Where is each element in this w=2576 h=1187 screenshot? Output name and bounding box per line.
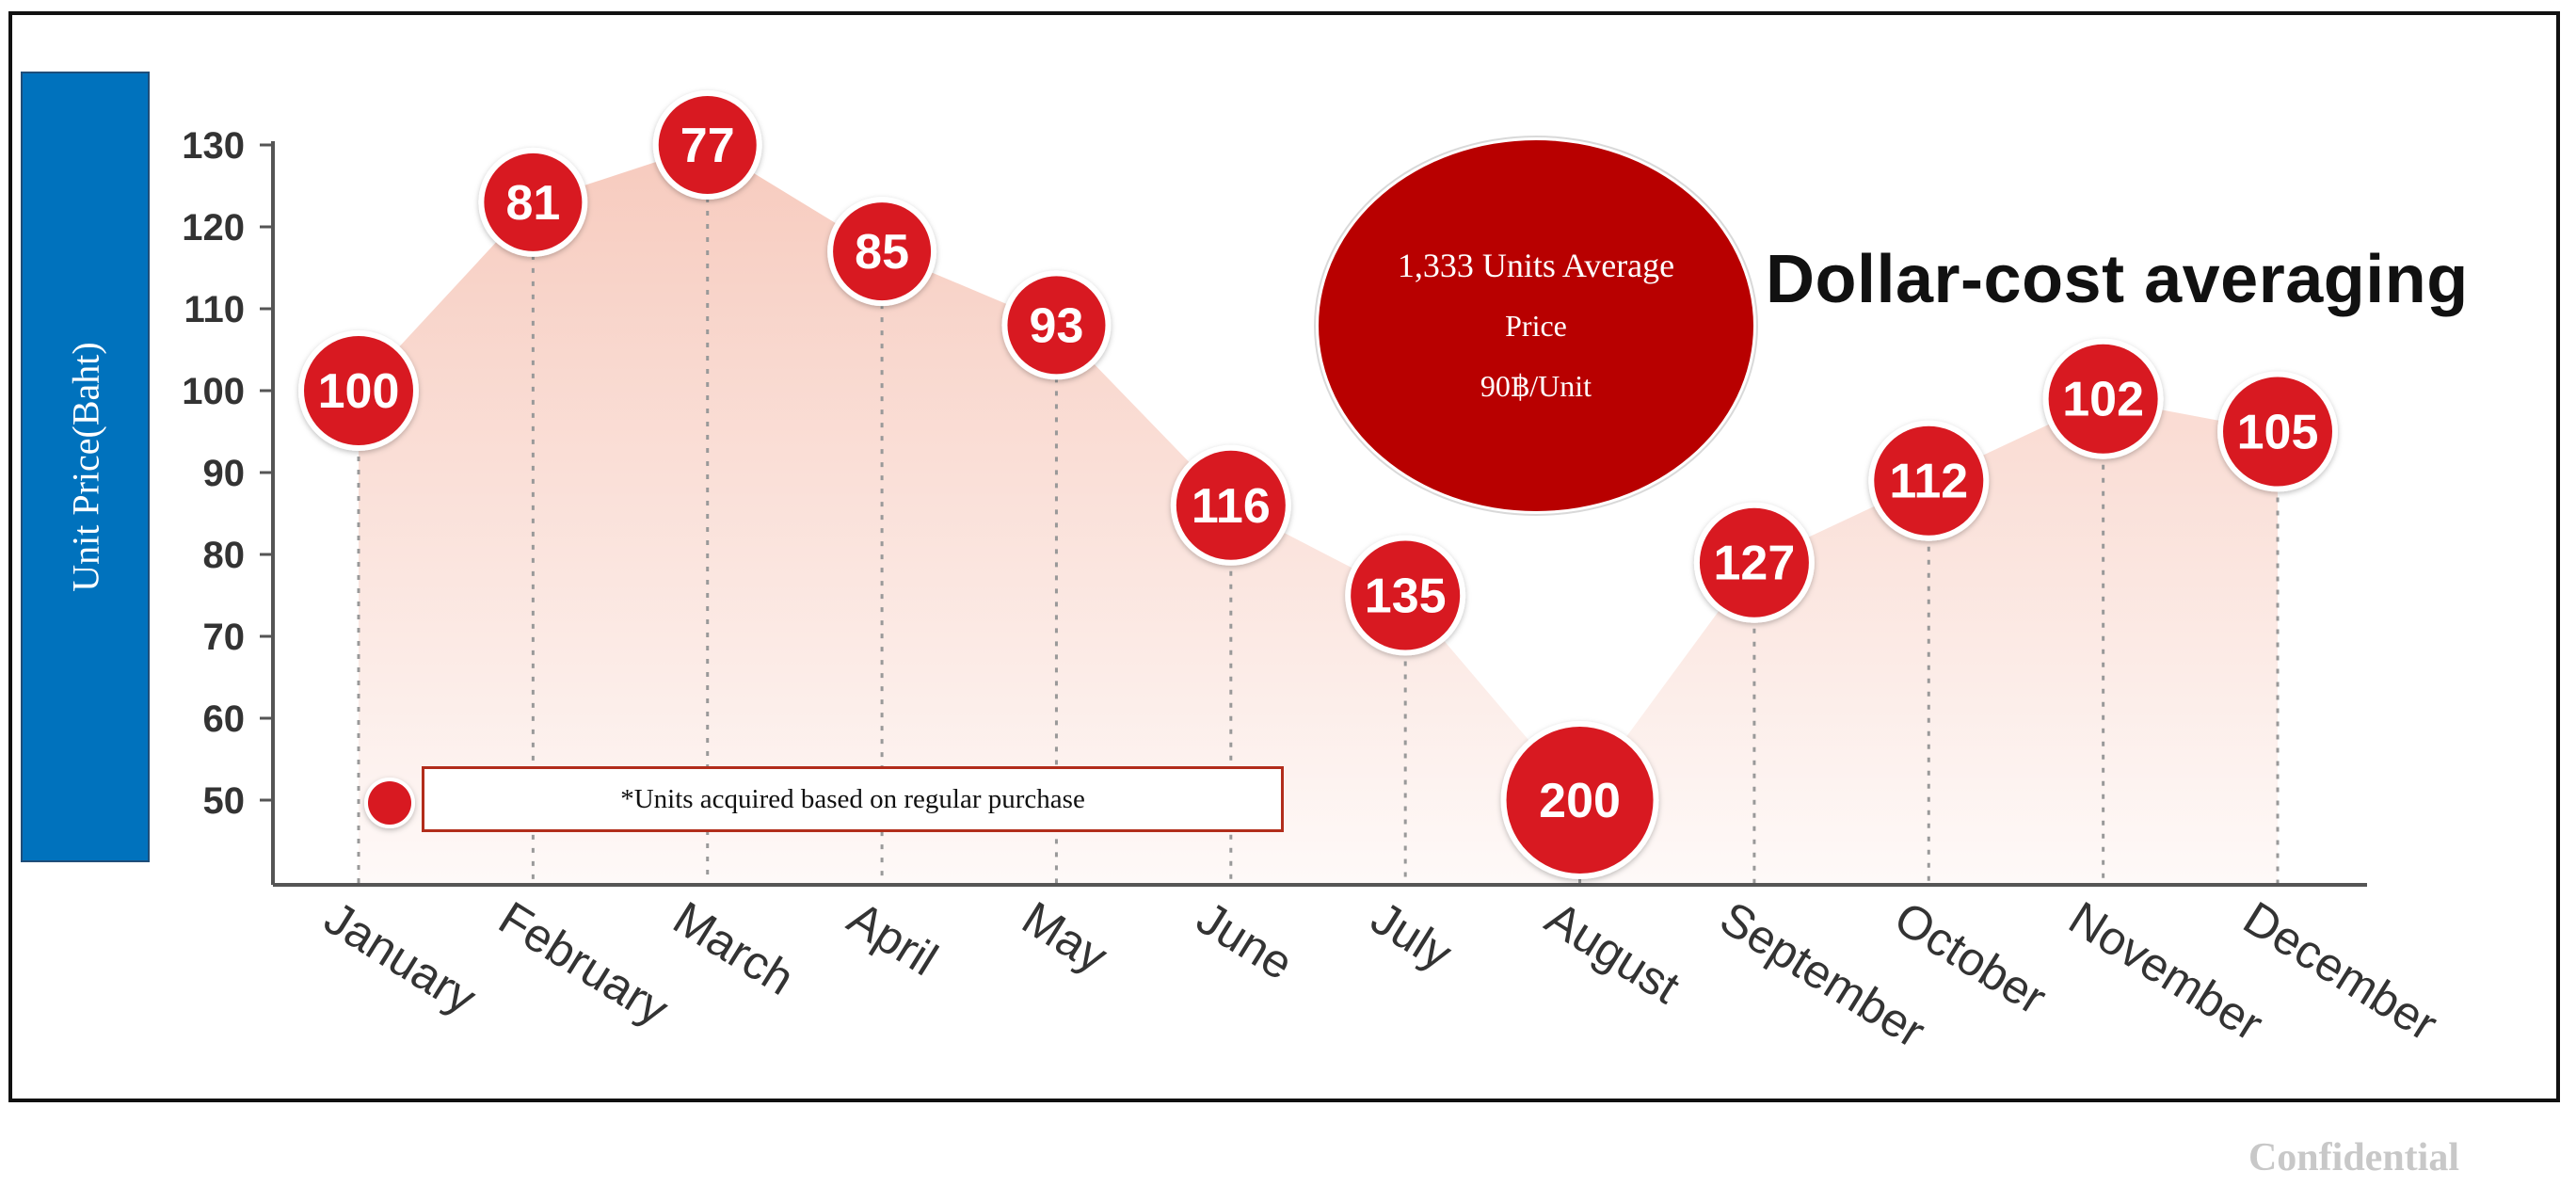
data-point-label: 116 [1192,479,1271,534]
data-point-label: 200 [1539,774,1621,828]
data-point-marker [658,96,757,194]
average-line-3: 90฿/Unit [1480,369,1592,403]
data-point-label: 112 [1889,455,1968,509]
data-point-april: 85 [827,197,937,307]
legend-marker-dot [368,781,411,825]
price-area [359,145,2278,885]
data-point-marker [1699,507,1809,618]
y-axis-label: Unit Price(Baht) [64,342,106,592]
data-point-label: 81 [505,176,560,231]
confidential-footer: Confidential [2248,1136,2459,1179]
y-tick-label-130: 130 [182,125,245,167]
y-tick-label-110: 110 [184,289,245,330]
x-tick-label-november: November [2060,891,2272,1051]
data-point-september: 127 [1693,502,1815,623]
data-point-label: 135 [1365,569,1447,624]
data-point-label: 93 [1030,298,1084,353]
y-tick-label-90: 90 [203,453,246,494]
legend-note: *Units acquired based on regular purchas… [422,766,1284,832]
data-point-label: 77 [680,119,735,173]
data-point-june: 116 [1170,444,1291,566]
data-point-marker [1874,425,1984,536]
data-point-november: 102 [2042,338,2164,459]
y-tick-label-100: 100 [182,371,245,412]
data-point-marker [304,336,413,445]
data-point-february: 81 [478,147,588,257]
x-tick-label-january: January [315,891,486,1025]
y-axis-label-box: Unit Price(Baht) [21,72,150,862]
data-point-marker [484,152,583,251]
data-point-marker [2223,377,2332,487]
x-tick-label-february: February [490,891,678,1036]
data-point-october: 112 [1868,420,1990,541]
data-point-label: 102 [2062,373,2144,427]
data-point-marker [1351,540,1461,650]
x-tick-label-july: July [1362,891,1461,981]
data-point-marker [1176,450,1286,560]
chart-title: Dollar-cost averaging [1766,242,2469,317]
y-tick-label-70: 70 [203,617,246,658]
average-line-2: Price [1505,309,1567,343]
x-tick-label-april: April [839,891,947,986]
data-point-march: 77 [652,90,762,200]
y-tick-label-60: 60 [203,698,246,740]
data-point-marker [1506,727,1654,874]
data-point-may: 93 [1001,270,1112,380]
average-line-1: 1,333 Units Average [1397,247,1675,284]
y-tick-label-80: 80 [203,535,246,576]
data-point-marker [833,202,932,301]
data-point-august: 200 [1500,721,1659,879]
data-point-marker [1007,276,1106,375]
data-point-label: 127 [1714,537,1796,591]
average-price-bubble: 1,333 Units Average Price 90฿/Unit [1316,137,1756,514]
data-point-january: 100 [298,330,419,451]
data-point-label: 105 [2237,406,2319,460]
x-tick-label-december: December [2234,891,2446,1051]
x-tick-label-may: May [1014,891,1117,984]
data-point-marker [2048,344,2158,454]
data-point-july: 135 [1345,535,1466,656]
data-point-december: 105 [2217,371,2338,492]
x-tick-label-march: March [664,891,803,1005]
data-point-label: 85 [855,225,909,280]
y-tick-label-120: 120 [182,207,245,249]
x-tick-label-june: June [1188,891,1303,990]
x-tick-label-august: August [1537,891,1689,1014]
y-tick-label-50: 50 [203,780,246,822]
data-point-label: 100 [318,364,400,419]
